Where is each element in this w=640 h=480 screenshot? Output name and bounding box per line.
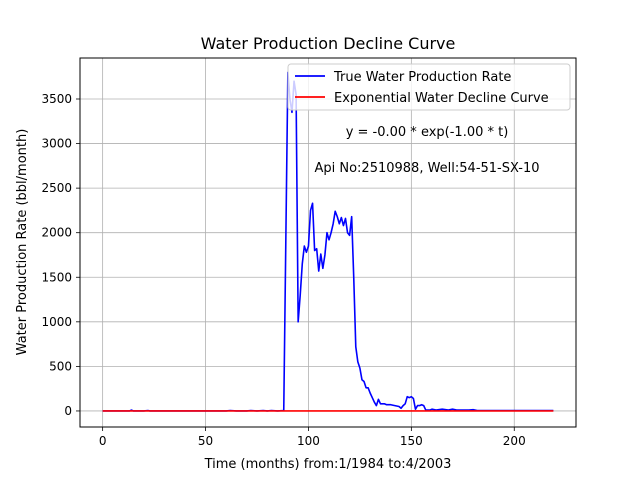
x-tick-label: 100: [297, 434, 320, 448]
y-tick-label: 500: [49, 359, 72, 373]
well-annotation: Api No:2510988, Well:54-51-SX-10: [314, 161, 539, 176]
legend-label-true-rate: True Water Production Rate: [333, 70, 511, 85]
legend-box: [287, 63, 571, 111]
plot-area-frame: [79, 57, 577, 428]
x-tick-label: 200: [503, 434, 526, 448]
y-axis-label: Water Production Rate (bbl/month): [15, 129, 30, 356]
y-tick-label: 1000: [41, 315, 72, 329]
series-layer: [102, 71, 554, 412]
y-tick-label: 2500: [41, 181, 72, 195]
y-tick-label: 3000: [41, 137, 72, 151]
y-tick-label: 3500: [41, 92, 72, 106]
x-tick-label: 150: [400, 434, 423, 448]
y-tick-label: 1500: [41, 270, 72, 284]
y-tick-label: 2000: [41, 226, 72, 240]
y-tick-label: 0: [64, 404, 72, 418]
legend-label-decline-curve: Exponential Water Decline Curve: [334, 91, 549, 106]
x-tick-label: 0: [99, 434, 107, 448]
equation-annotation: y = -0.00 * exp(-1.00 * t): [346, 125, 509, 140]
x-tick-label: 50: [198, 434, 213, 448]
chart-title: Water Production Decline Curve: [201, 34, 456, 53]
x-axis-label: Time (months) from:1/1984 to:4/2003: [204, 457, 452, 472]
legend: True Water Production Rate Exponential W…: [287, 63, 571, 111]
